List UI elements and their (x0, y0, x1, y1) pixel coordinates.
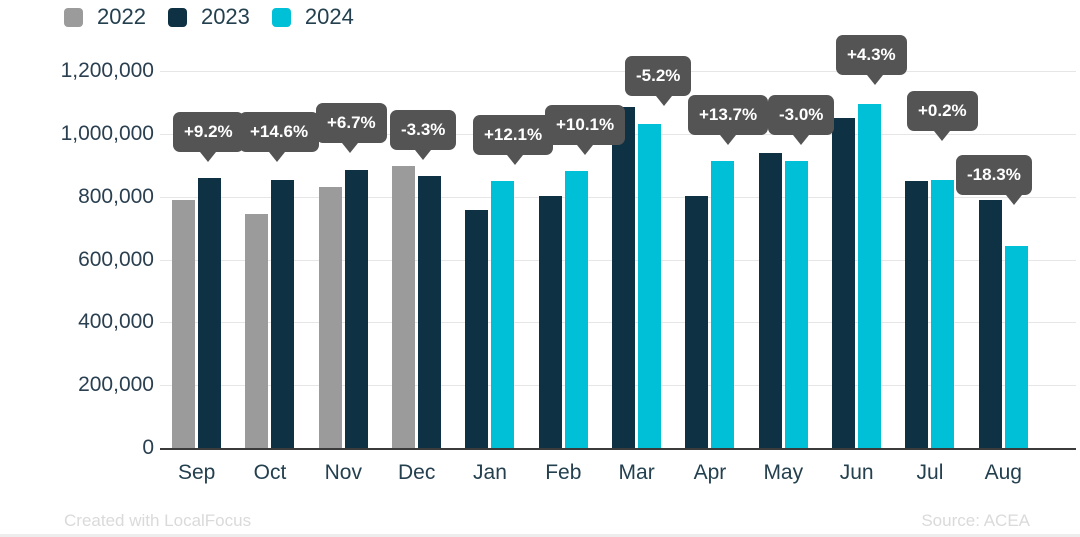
callout-tail (506, 155, 523, 165)
bar-2024-mar[interactable] (638, 124, 662, 448)
bar-2024-feb[interactable] (564, 170, 588, 448)
bar-2023-jun[interactable] (832, 118, 856, 448)
callout-tail (1005, 195, 1022, 205)
bar-2024-apr[interactable] (711, 161, 735, 448)
x-tick-label-jun: Jun (839, 461, 874, 484)
x-tick-label-apr: Apr (693, 461, 727, 484)
bar-2023-oct[interactable] (271, 179, 295, 448)
bar-2023-jan[interactable] (465, 209, 489, 448)
callout-apr: +13.7% (688, 95, 769, 145)
x-tick-label-oct: Oct (253, 461, 287, 484)
callout-oct: +14.6% (239, 112, 320, 162)
legend-label-2023: 2023 (200, 4, 250, 29)
bar-group-feb (527, 71, 600, 448)
legend-swatch-2024 (271, 7, 291, 27)
bar-2022-sep[interactable] (172, 199, 196, 448)
bar-group-may (747, 71, 820, 448)
legend-item-2022[interactable]: 2022 (64, 4, 146, 30)
bar-group-nov (307, 71, 380, 448)
bar-2023-may[interactable] (758, 152, 782, 448)
bar-2024-jan[interactable] (491, 180, 515, 448)
bars-row (160, 71, 1040, 448)
callout-tail (655, 96, 672, 106)
y-tick-label: 1,200,000 (60, 59, 154, 82)
x-tick-label-jul: Jul (916, 461, 944, 484)
bar-2024-jul[interactable] (931, 180, 955, 448)
bar-2023-jul[interactable] (905, 180, 929, 448)
x-axis: Sep Oct Nov Dec Jan Feb Mar Apr May Jun Jul Aug (160, 461, 1040, 485)
bar-2023-apr[interactable] (685, 195, 709, 448)
legend-label-2022: 2022 (97, 4, 146, 29)
legend-item-2024[interactable]: 2024 (271, 4, 354, 30)
legend-item-2023[interactable]: 2023 (167, 4, 250, 30)
callout-tail (341, 143, 358, 153)
bar-group-mar (600, 71, 673, 448)
x-tick-label-mar: Mar (618, 461, 655, 484)
bar-group-jan (453, 71, 526, 448)
bar-group-aug (967, 71, 1040, 448)
callout-tail (415, 150, 432, 160)
y-tick-label: 200,000 (78, 373, 154, 397)
footer-credit[interactable]: Created with LocalFocus (64, 511, 252, 530)
y-tick-label: 1,000,000 (60, 121, 154, 145)
bar-2022-dec[interactable] (392, 165, 416, 448)
bar-2024-jun[interactable] (858, 104, 882, 448)
bar-2023-feb[interactable] (538, 196, 562, 448)
callout-tail (793, 135, 810, 145)
callout-tail (269, 152, 286, 162)
bar-group-jun (820, 71, 893, 448)
chart-legend: 2022 2023 2024 (64, 4, 376, 30)
x-tick-label-feb: Feb (545, 461, 582, 484)
x-tick-label-may: May (763, 461, 804, 484)
bar-2024-may[interactable] (784, 161, 808, 448)
bar-group-jul (893, 71, 966, 448)
callout-dec: -3.3% (390, 110, 457, 160)
bar-group-apr (673, 71, 746, 448)
callout-tail (934, 131, 951, 141)
bar-2023-nov[interactable] (344, 169, 368, 448)
bar-2023-aug[interactable] (978, 200, 1002, 448)
callout-sep: +9.2% (173, 112, 244, 162)
x-tick-label-jan: Jan (473, 461, 507, 484)
bar-group-sep (160, 71, 233, 448)
y-tick-label: 400,000 (78, 310, 154, 334)
legend-swatch-2023 (167, 7, 187, 27)
x-tick-label-nov: Nov (324, 461, 362, 484)
callout-tail (577, 145, 594, 155)
callout-tail (720, 135, 737, 145)
callout-jan: +12.1% (473, 115, 554, 165)
callout-aug: -18.3% (956, 155, 1032, 205)
y-tick-label: 800,000 (78, 184, 154, 208)
callout-feb: +10.1% (545, 105, 626, 155)
callout-tail (866, 75, 883, 85)
callout-mar: -5.2% (625, 56, 692, 106)
callout-tail (199, 152, 216, 162)
bar-2023-sep[interactable] (198, 177, 222, 448)
callout-nov: +6.7% (316, 103, 387, 153)
bar-2023-mar[interactable] (612, 106, 636, 448)
bar-2022-oct[interactable] (245, 213, 269, 448)
y-tick-label: 600,000 (78, 247, 154, 271)
bar-group-oct (233, 71, 306, 448)
gridline (160, 71, 1076, 72)
bar-2023-dec[interactable] (418, 175, 442, 448)
callout-jun: +4.3% (836, 35, 907, 85)
x-tick-label-aug: Aug (984, 461, 1022, 484)
legend-label-2024: 2024 (304, 4, 354, 29)
x-tick-label-dec: Dec (397, 461, 436, 484)
footer-source: Source: ACEA (921, 511, 1030, 530)
callout-may: -3.0% (768, 95, 835, 145)
y-tick-label: 0 (142, 436, 154, 459)
x-tick-label-sep: Sep (177, 461, 216, 484)
callout-jul: +0.2% (907, 91, 978, 141)
bar-group-dec (380, 71, 453, 448)
bottom-edge-divider (0, 534, 1080, 537)
bar-2024-aug[interactable] (1004, 245, 1028, 448)
legend-swatch-2022 (64, 7, 83, 27)
bar-2022-nov[interactable] (318, 187, 342, 448)
